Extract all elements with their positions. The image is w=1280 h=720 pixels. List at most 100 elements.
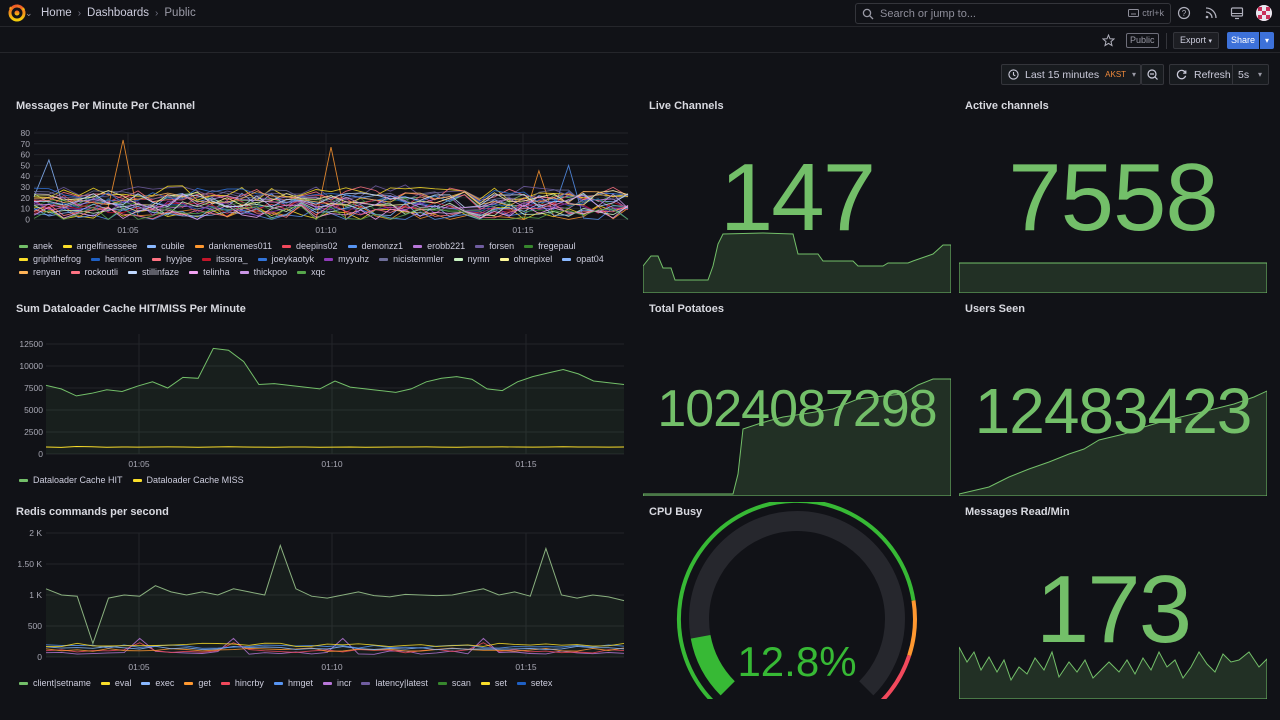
legend-item[interactable]: hincrby xyxy=(220,678,264,688)
legend-item[interactable]: deepins02 xyxy=(281,241,338,251)
y-tick: 2 K xyxy=(29,528,42,538)
legend-item[interactable]: hmget xyxy=(273,678,313,688)
y-tick: 0 xyxy=(25,214,30,224)
legend-item[interactable]: latency|latest xyxy=(361,678,428,688)
breadcrumb-dashboards[interactable]: Dashboards xyxy=(87,7,150,19)
panel-title: Live Channels xyxy=(649,100,724,112)
legend-item[interactable]: setex xyxy=(516,678,552,688)
grafana-logo-icon[interactable] xyxy=(8,4,26,22)
legend-swatch xyxy=(202,257,212,261)
x-axis: 01:05 01:10 01:15 xyxy=(128,459,537,469)
legend-label: joeykaotyk xyxy=(271,254,315,264)
y-tick: 70 xyxy=(21,139,31,149)
legend-swatch xyxy=(132,478,142,482)
share-button[interactable]: Share xyxy=(1227,32,1259,49)
time-range-picker[interactable]: Last 15 minutes AKST ▾ xyxy=(1001,64,1141,85)
refresh-icon xyxy=(1176,69,1187,80)
user-avatar[interactable] xyxy=(1256,5,1272,21)
legend-item[interactable]: exec xyxy=(141,678,174,688)
chevron-right-icon: › xyxy=(77,7,82,19)
legend-item[interactable]: get xyxy=(184,678,211,688)
refresh-divider xyxy=(1232,65,1233,84)
legend-item[interactable]: stillinfaze xyxy=(128,267,179,277)
legend-item[interactable]: Dataloader Cache MISS xyxy=(132,475,244,485)
cache-hit-area xyxy=(46,348,624,454)
legend-label: Dataloader Cache MISS xyxy=(146,475,244,485)
zoom-out-button[interactable] xyxy=(1141,64,1164,85)
legend-item[interactable]: cubile xyxy=(147,241,185,251)
breadcrumb-home[interactable]: Home xyxy=(41,7,72,19)
legend-item[interactable]: erobb221 xyxy=(413,241,465,251)
series-line xyxy=(33,185,629,201)
legend-item[interactable]: joeykaotyk xyxy=(257,254,315,264)
legend-label: erobb221 xyxy=(427,241,466,251)
legend-item[interactable]: telinha xyxy=(189,267,230,277)
legend-item[interactable]: scan xyxy=(437,678,471,688)
x-tick: 01:05 xyxy=(128,662,150,672)
refresh-button[interactable]: Refresh 5s ▾ xyxy=(1169,64,1269,85)
legend-item[interactable]: myyuhz xyxy=(324,254,369,264)
legend-item[interactable]: henricom xyxy=(91,254,142,264)
legend-item[interactable]: nymn xyxy=(453,254,490,264)
x-tick: 01:10 xyxy=(321,459,343,469)
panel-cpu-busy: CPU Busy 12.8% xyxy=(643,502,951,699)
legend-item[interactable]: nicistemmler xyxy=(379,254,444,264)
share-options-button[interactable]: ▾ xyxy=(1260,32,1274,49)
cpu-gauge xyxy=(676,502,917,699)
panel-dataloader-cache: Sum Dataloader Cache HIT/MISS Per Minute… xyxy=(10,299,632,494)
legend-swatch xyxy=(480,681,490,685)
help-icon[interactable]: ? xyxy=(1177,6,1191,20)
legend-item[interactable]: eval xyxy=(100,678,131,688)
legend-item[interactable]: set xyxy=(480,678,507,688)
timezone-label: AKST xyxy=(1105,70,1127,79)
stat-value: 7558 xyxy=(1008,144,1219,251)
legend-item[interactable]: rockoutli xyxy=(70,267,118,277)
time-range-label: Last 15 minutes xyxy=(1025,68,1100,81)
legend-label: stillinfaze xyxy=(142,267,180,277)
legend-swatch xyxy=(361,681,371,685)
dataloader-chart: 12500 10000 7500 5000 2500 0 01:05 01:10… xyxy=(19,334,625,469)
legend-item[interactable]: Dataloader Cache HIT xyxy=(19,475,123,485)
legend-item[interactable]: opat04 xyxy=(562,254,604,264)
export-button[interactable]: Export ▾ xyxy=(1173,32,1220,49)
x-tick: 01:15 xyxy=(515,459,537,469)
legend-item[interactable]: hyyjoe xyxy=(152,254,192,264)
legend-label: opat04 xyxy=(576,254,604,264)
legend-item[interactable]: incr xyxy=(322,678,351,688)
refresh-interval-select[interactable]: 5s xyxy=(1238,69,1250,81)
star-icon[interactable] xyxy=(1102,34,1115,47)
legend-item[interactable]: xqc xyxy=(297,267,325,277)
legend-item[interactable]: client|setname xyxy=(19,678,91,688)
series-line xyxy=(33,201,629,217)
legend-swatch xyxy=(220,681,230,685)
legend-item[interactable]: anek xyxy=(19,241,53,251)
y-tick: 12500 xyxy=(19,339,43,349)
legend-item[interactable]: ohnepixel xyxy=(499,254,552,264)
legend-item[interactable]: itssora_ xyxy=(202,254,248,264)
news-feed-icon[interactable] xyxy=(1204,6,1218,20)
legend-item[interactable]: angelfinesseee xyxy=(62,241,137,251)
legend-item[interactable]: demonzz1 xyxy=(347,241,403,251)
x-tick: 01:05 xyxy=(117,225,139,235)
legend-item[interactable]: dankmemes011 xyxy=(194,241,272,251)
legend-swatch xyxy=(19,270,28,274)
chevron-down-icon[interactable]: ⌄ xyxy=(25,8,33,18)
legend-item[interactable]: fregepaul xyxy=(524,241,576,251)
legend-item[interactable]: griphthefrog xyxy=(19,254,81,264)
legend-label: xqc xyxy=(311,267,326,277)
y-tick: 2500 xyxy=(24,427,43,437)
search-input[interactable]: Search or jump to... ctrl+k xyxy=(855,3,1171,24)
series-line xyxy=(33,197,629,213)
legend-label: dankmemes011 xyxy=(208,241,272,251)
y-axis: 80 70 60 50 40 30 20 10 0 xyxy=(21,128,31,224)
legend-item[interactable]: renyan xyxy=(19,267,61,277)
panel-title: Total Potatoes xyxy=(649,303,724,315)
legend-label: itssora_ xyxy=(216,254,248,264)
series-line xyxy=(45,642,625,648)
panel-title: Users Seen xyxy=(965,303,1025,315)
keyboard-icon xyxy=(1128,9,1140,17)
kiosk-mode-icon[interactable] xyxy=(1230,6,1244,20)
legend-item[interactable]: thickpoo xyxy=(239,267,287,277)
panel-messages-read: Messages Read/Min 173 xyxy=(959,502,1267,699)
legend-item[interactable]: forsen xyxy=(475,241,514,251)
